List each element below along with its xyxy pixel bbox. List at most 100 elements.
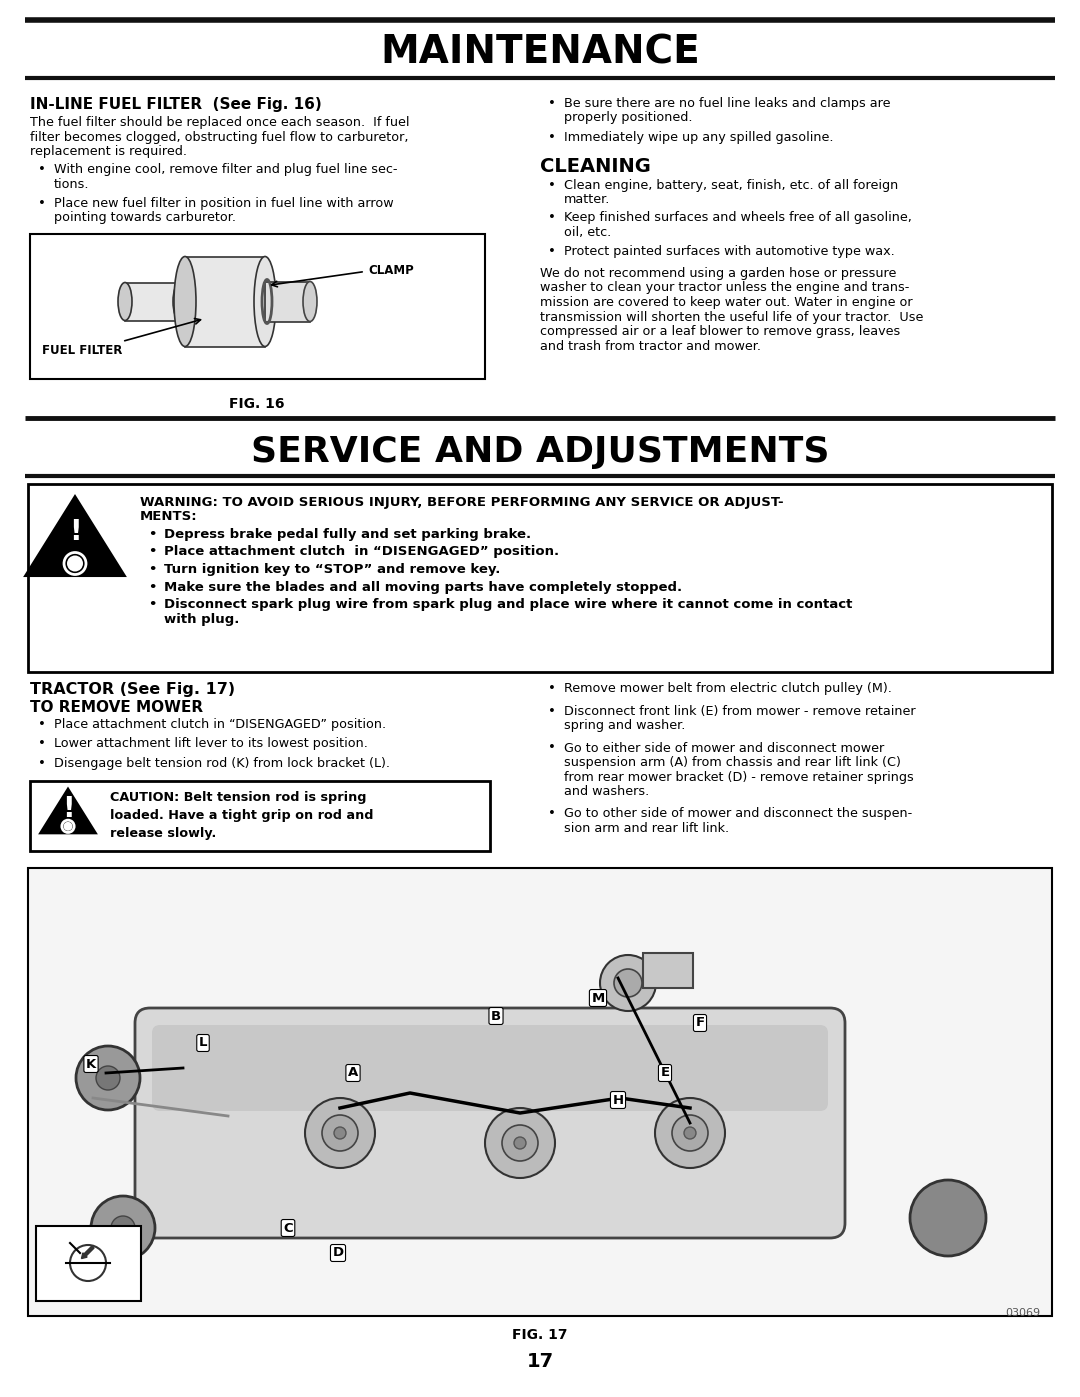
Text: Make sure the blades and all moving parts have completely stopped.: Make sure the blades and all moving part… [164,581,683,594]
Bar [30,233,485,379]
Text: suspension arm (A) from chassis and rear lift link (C): suspension arm (A) from chassis and rear… [564,756,901,768]
Text: !: ! [69,518,81,546]
Circle shape [76,1046,140,1111]
Text: IN-LINE FUEL FILTER  (See Fig. 16): IN-LINE FUEL FILTER (See Fig. 16) [30,96,322,112]
Circle shape [64,552,86,574]
Text: D: D [333,1246,343,1260]
Circle shape [910,1180,986,1256]
Text: •: • [548,179,556,191]
Text: CLAMP: CLAMP [368,264,414,277]
Text: MENTS:: MENTS: [140,510,198,524]
Text: Turn ignition key to “STOP” and remove key.: Turn ignition key to “STOP” and remove k… [164,563,500,576]
Text: mission are covered to keep water out. Water in engine or: mission are covered to keep water out. W… [540,296,913,309]
Text: sion arm and rear lift link.: sion arm and rear lift link. [564,821,729,835]
Ellipse shape [174,257,195,346]
Text: Be sure there are no fuel line leaks and clamps are: Be sure there are no fuel line leaks and… [564,96,891,110]
Circle shape [62,820,75,833]
Text: •: • [38,163,45,176]
Text: •: • [548,211,556,225]
Text: H: H [612,1094,623,1106]
Text: FUEL FILTER: FUEL FILTER [42,344,122,356]
Text: Keep finished surfaces and wheels free of all gasoline,: Keep finished surfaces and wheels free o… [564,211,912,225]
Circle shape [654,1098,725,1168]
Text: with plug.: with plug. [164,612,240,626]
Text: •: • [148,581,157,594]
Text: 03069: 03069 [1004,1308,1040,1317]
Text: C: C [283,1221,293,1235]
Text: tions.: tions. [54,177,90,191]
Text: •: • [548,704,556,718]
Text: •: • [38,718,45,731]
Text: •: • [148,545,157,559]
Text: Remove mower belt from electric clutch pulley (M).: Remove mower belt from electric clutch p… [564,682,892,694]
Text: Place attachment clutch in “DISENGAGED” position.: Place attachment clutch in “DISENGAGED” … [54,718,387,731]
Text: B: B [491,1010,501,1023]
Text: With engine cool, remove filter and plug fuel line sec-: With engine cool, remove filter and plug… [54,163,397,176]
Text: TO REMOVE MOWER: TO REMOVE MOWER [30,700,203,715]
Text: properly positioned.: properly positioned. [564,112,692,124]
Ellipse shape [173,282,187,320]
Text: CLEANING: CLEANING [540,156,651,176]
Bar [30,781,490,851]
Text: oil, etc.: oil, etc. [564,226,611,239]
Text: and trash from tractor and mower.: and trash from tractor and mower. [540,339,761,352]
Ellipse shape [254,257,276,346]
FancyBboxPatch shape [152,1025,828,1111]
Circle shape [615,970,642,997]
Text: TRACTOR (See Fig. 17): TRACTOR (See Fig. 17) [30,682,235,697]
Ellipse shape [303,282,318,321]
Text: WARNING: TO AVOID SERIOUS INJURY, BEFORE PERFORMING ANY SERVICE OR ADJUST-: WARNING: TO AVOID SERIOUS INJURY, BEFORE… [140,496,784,509]
Text: F: F [696,1017,704,1030]
Bar [36,1227,141,1301]
Circle shape [91,1196,156,1260]
Text: Place new fuel filter in position in fuel line with arrow: Place new fuel filter in position in fue… [54,197,393,210]
Bar [28,868,1052,1316]
Text: Place attachment clutch  in “DISENGAGED” position.: Place attachment clutch in “DISENGAGED” … [164,545,559,559]
Text: and washers.: and washers. [564,785,649,798]
Text: Disconnect front link (E) from mower - remove retainer: Disconnect front link (E) from mower - r… [564,704,916,718]
Text: •: • [38,197,45,210]
Text: A: A [348,1066,359,1080]
Bar [265,282,310,321]
Text: MAINTENANCE: MAINTENANCE [380,34,700,71]
Text: Clean engine, battery, seat, finish, etc. of all foreign: Clean engine, battery, seat, finish, etc… [564,179,899,191]
Text: Depress brake pedal fully and set parking brake.: Depress brake pedal fully and set parkin… [164,528,531,541]
Text: Go to other side of mower and disconnect the suspen-: Go to other side of mower and disconnect… [564,807,913,820]
Polygon shape [25,496,125,576]
Polygon shape [40,788,96,833]
Text: FIG. 17: FIG. 17 [512,1329,568,1343]
Circle shape [64,821,72,831]
Circle shape [111,1215,135,1241]
Circle shape [67,556,83,571]
Circle shape [600,956,656,1011]
FancyArrow shape [81,1246,94,1259]
Text: K: K [86,1058,96,1070]
Text: transmission will shorten the useful life of your tractor.  Use: transmission will shorten the useful lif… [540,310,923,324]
Text: pointing towards carburetor.: pointing towards carburetor. [54,211,237,224]
Text: spring and washer.: spring and washer. [564,719,686,732]
Text: •: • [148,563,157,576]
Text: CAUTION: Belt tension rod is spring
loaded. Have a tight grip on rod and
release: CAUTION: Belt tension rod is spring load… [110,791,374,840]
Text: E: E [661,1066,670,1080]
Text: •: • [148,598,157,610]
Circle shape [305,1098,375,1168]
Ellipse shape [118,282,132,320]
Text: !: ! [62,795,75,823]
Circle shape [485,1108,555,1178]
Circle shape [96,1066,120,1090]
Text: L: L [199,1037,207,1049]
Circle shape [322,1115,357,1151]
FancyBboxPatch shape [135,1009,845,1238]
Text: washer to clean your tractor unless the engine and trans-: washer to clean your tractor unless the … [540,282,909,295]
Text: •: • [548,131,556,144]
Bar [185,257,265,346]
Text: 17: 17 [526,1352,554,1370]
Text: Lower attachment lift lever to its lowest position.: Lower attachment lift lever to its lowes… [54,738,368,750]
Text: Immediately wipe up any spilled gasoline.: Immediately wipe up any spilled gasoline… [564,131,834,144]
Text: filter becomes clogged, obstructing fuel flow to carburetor,: filter becomes clogged, obstructing fuel… [30,130,408,144]
Text: SERVICE AND ADJUSTMENTS: SERVICE AND ADJUSTMENTS [251,434,829,469]
Text: Disconnect spark plug wire from spark plug and place wire where it cannot come i: Disconnect spark plug wire from spark pl… [164,598,852,610]
Text: •: • [548,807,556,820]
Text: •: • [148,528,157,541]
Bar [28,483,1052,672]
